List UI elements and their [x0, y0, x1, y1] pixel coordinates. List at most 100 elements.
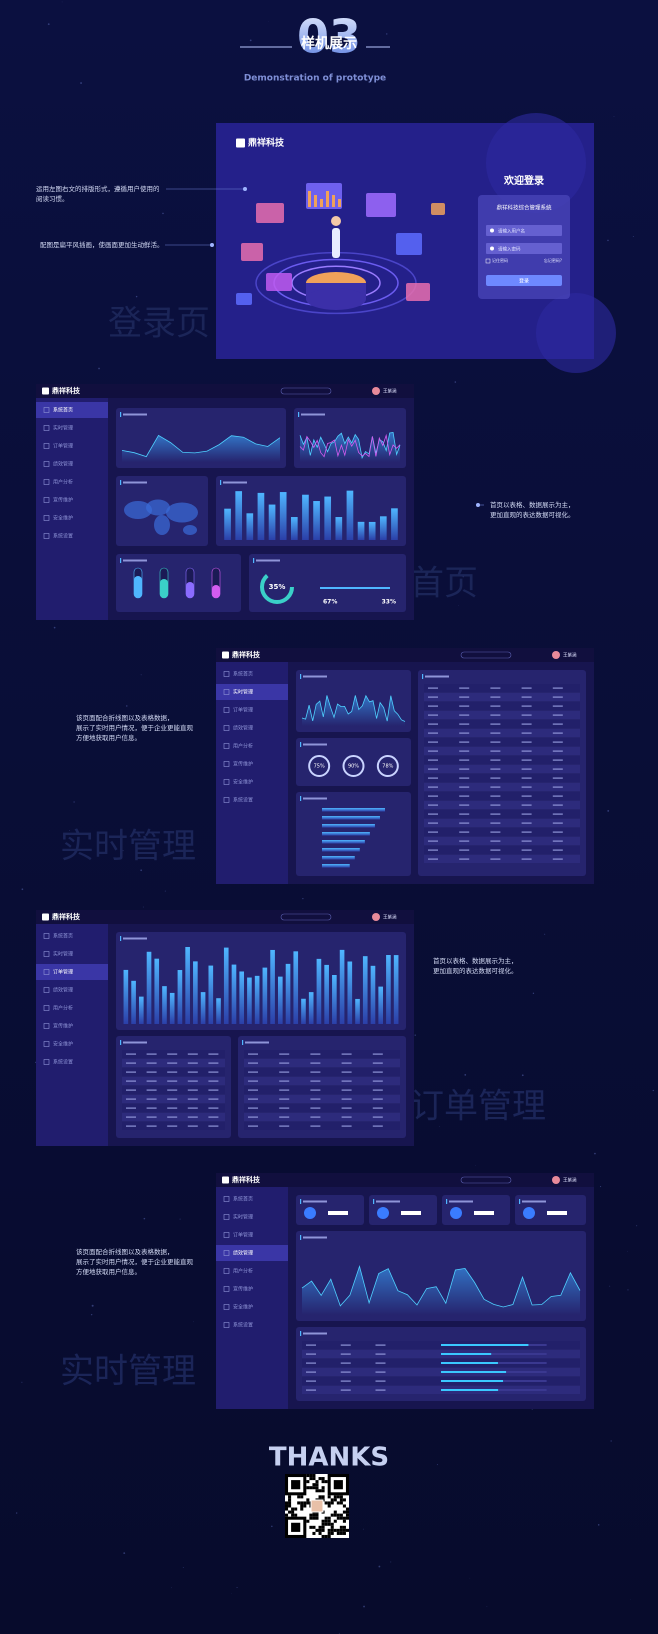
menu-item[interactable]: 订单管理	[53, 443, 73, 450]
table-cell	[521, 786, 532, 788]
menu-item[interactable]: 安全维护	[53, 1041, 73, 1048]
table-cell	[490, 714, 501, 716]
table-cell	[490, 768, 501, 770]
menu-item[interactable]: 实时管理	[233, 1214, 253, 1221]
table-cell	[248, 1080, 258, 1082]
menu-item[interactable]: 实时管理	[53, 425, 73, 432]
login-system: 鼎祥科技综合管理系统	[496, 204, 552, 212]
menu-item[interactable]: 宣传维护	[233, 1286, 253, 1293]
menu-item[interactable]: 安全维护	[233, 779, 253, 786]
menu-item[interactable]: 绩效管理	[53, 461, 73, 468]
floating-panel	[236, 293, 252, 305]
hbar	[322, 824, 375, 828]
qr-cell	[330, 1522, 334, 1526]
menu-item[interactable]: 绩效管理	[53, 987, 73, 994]
menu-active	[36, 964, 108, 980]
input-icon	[490, 246, 494, 251]
chart-bar	[270, 949, 275, 1024]
menu-icon	[223, 1304, 230, 1310]
table-cell	[310, 1125, 321, 1127]
table-row	[244, 1122, 400, 1130]
menu-item[interactable]: 宣传维护	[53, 497, 73, 504]
split-bar	[320, 587, 390, 589]
header-number: 03	[297, 10, 361, 64]
star	[597, 1524, 600, 1526]
menu-item[interactable]: 实时管理	[233, 689, 253, 696]
star	[140, 869, 143, 872]
menu-item[interactable]: 系统首页	[233, 1196, 253, 1203]
star	[610, 1440, 612, 1442]
table-cell	[306, 1389, 316, 1391]
table-cell	[521, 732, 532, 734]
table-cell	[187, 1089, 198, 1091]
ring	[376, 755, 399, 777]
login-button[interactable]	[486, 275, 562, 286]
table-cell	[521, 831, 532, 833]
menu-item[interactable]: 系统设置	[53, 533, 73, 540]
menu-item[interactable]: 绩效管理	[233, 725, 253, 732]
menu-item[interactable]: 宣传维护	[53, 1023, 73, 1030]
menu-item[interactable]: 系统首页	[233, 671, 253, 678]
table-cell	[146, 1080, 157, 1082]
table-cell	[126, 1116, 136, 1118]
star	[607, 239, 609, 242]
qr-cell	[327, 1516, 331, 1520]
menu-item[interactable]: 系统首页	[53, 933, 73, 940]
menu-item[interactable]: 订单管理	[53, 969, 73, 976]
qr-cell	[291, 1513, 295, 1517]
table-cell	[521, 822, 532, 824]
hbar	[322, 848, 360, 852]
qr-cell	[336, 1501, 340, 1505]
table-cell	[372, 1053, 383, 1055]
star	[463, 957, 466, 960]
menu-item[interactable]: 宣传维护	[233, 761, 253, 768]
star	[135, 295, 138, 298]
qr-cell	[339, 1498, 343, 1502]
star	[390, 1561, 392, 1563]
menu-item[interactable]: 系统设置	[233, 1322, 253, 1329]
menu-item[interactable]: 系统设置	[233, 797, 253, 804]
qr-cell	[309, 1513, 313, 1517]
qr-cell	[309, 1525, 313, 1529]
hologram-bar	[332, 195, 335, 207]
menu-item[interactable]: 实时管理	[53, 951, 73, 958]
menu-item[interactable]: 绩效管理	[233, 1250, 253, 1257]
menu-item[interactable]: 安全维护	[53, 515, 73, 522]
qr-cell	[300, 1507, 304, 1511]
menu-item[interactable]: 用户分析	[233, 743, 253, 750]
table-cell	[428, 858, 438, 860]
qr-cell	[294, 1507, 298, 1511]
qr-cell	[285, 1504, 289, 1508]
qr-cell	[312, 1483, 316, 1487]
chart-bar	[313, 501, 320, 540]
menu-item[interactable]: 安全维护	[233, 1304, 253, 1311]
table-cell	[248, 1116, 258, 1118]
note: 首页以表格、数据展示为主，	[433, 956, 518, 965]
table-row	[424, 747, 580, 755]
menu-item[interactable]: 订单管理	[233, 707, 253, 714]
stat-value	[328, 1211, 348, 1215]
chart-bar	[293, 951, 299, 1024]
table-cell	[552, 786, 563, 788]
qr-cell	[327, 1531, 331, 1535]
menu-icon	[223, 725, 230, 731]
menu-item[interactable]: 用户分析	[233, 1268, 253, 1275]
brand: 鼎祥科技	[52, 912, 81, 921]
menu-item[interactable]: 系统首页	[53, 407, 73, 414]
menu-item[interactable]: 用户分析	[53, 1005, 73, 1012]
table-cell	[372, 1098, 383, 1100]
qr-cell	[339, 1501, 343, 1505]
menu-icon	[43, 407, 50, 413]
qr-cell	[330, 1501, 334, 1505]
menu-item[interactable]: 用户分析	[53, 479, 73, 486]
table-cell	[521, 858, 532, 860]
menu-item[interactable]: 订单管理	[233, 1232, 253, 1239]
menu-icon	[43, 1023, 50, 1029]
table-row	[244, 1068, 400, 1076]
chart-bar	[262, 967, 268, 1024]
table-cell	[208, 1089, 219, 1091]
note: 更加直观的表达数据可视化。	[490, 510, 575, 519]
table-cell	[340, 1344, 351, 1346]
menu-item[interactable]: 系统设置	[53, 1059, 73, 1066]
